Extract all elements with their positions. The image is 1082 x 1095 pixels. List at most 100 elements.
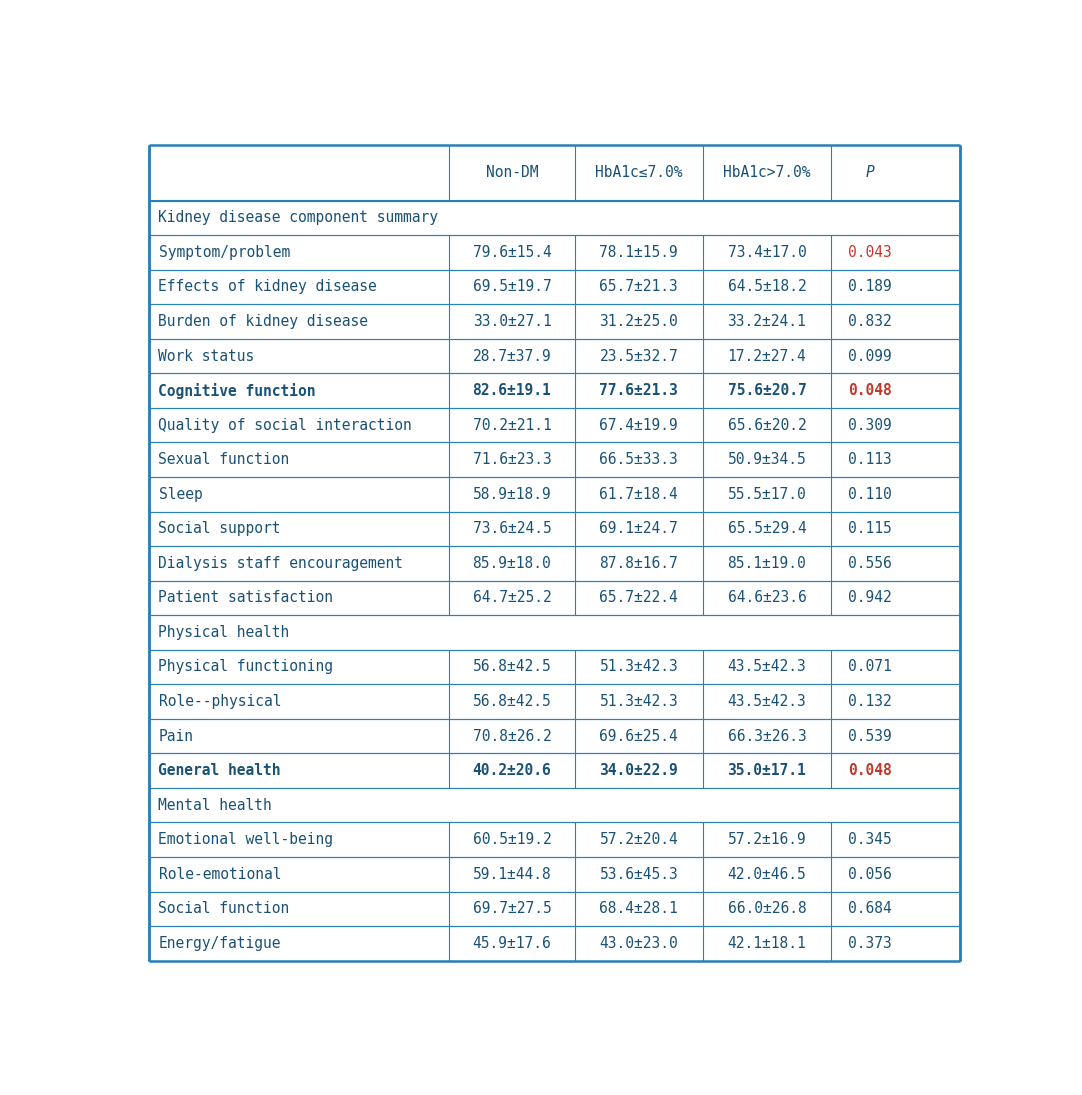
Text: Social function: Social function [158,901,290,917]
Text: 55.5±17.0: 55.5±17.0 [727,487,806,502]
Text: 0.373: 0.373 [848,936,893,950]
Text: 0.942: 0.942 [848,590,893,606]
Text: 51.3±42.3: 51.3±42.3 [599,694,678,710]
Text: 60.5±19.2: 60.5±19.2 [473,832,552,848]
Text: 82.6±19.1: 82.6±19.1 [473,383,552,399]
Text: HbA1c≤7.0%: HbA1c≤7.0% [595,165,683,181]
Text: 65.7±21.3: 65.7±21.3 [599,279,678,295]
Text: Mental health: Mental health [158,797,273,812]
Text: 0.099: 0.099 [848,348,893,364]
Text: 64.6±23.6: 64.6±23.6 [727,590,806,606]
Text: 67.4±19.9: 67.4±19.9 [599,417,678,433]
Text: 56.8±42.5: 56.8±42.5 [473,694,552,710]
Text: 85.1±19.0: 85.1±19.0 [727,556,806,570]
Text: 42.1±18.1: 42.1±18.1 [727,936,806,950]
Text: 0.043: 0.043 [848,245,893,260]
Text: 0.556: 0.556 [848,556,893,570]
Text: 69.1±24.7: 69.1±24.7 [599,521,678,537]
Text: Work status: Work status [158,348,254,364]
Text: 66.0±26.8: 66.0±26.8 [727,901,806,917]
Text: Symptom/problem: Symptom/problem [158,245,290,260]
Text: 50.9±34.5: 50.9±34.5 [727,452,806,468]
Text: 58.9±18.9: 58.9±18.9 [473,487,552,502]
Text: 66.3±26.3: 66.3±26.3 [727,728,806,744]
Text: 59.1±44.8: 59.1±44.8 [473,867,552,881]
Text: 75.6±20.7: 75.6±20.7 [727,383,806,399]
Text: 0.113: 0.113 [848,452,893,468]
Text: 71.6±23.3: 71.6±23.3 [473,452,552,468]
Text: 31.2±25.0: 31.2±25.0 [599,314,678,328]
Text: Cognitive function: Cognitive function [158,382,316,399]
Text: 0.832: 0.832 [848,314,893,328]
Text: 57.2±16.9: 57.2±16.9 [727,832,806,848]
Text: Sexual function: Sexual function [158,452,290,468]
Text: 64.5±18.2: 64.5±18.2 [727,279,806,295]
Text: 73.6±24.5: 73.6±24.5 [473,521,552,537]
Text: Energy/fatigue: Energy/fatigue [158,936,281,950]
Text: Social support: Social support [158,521,281,537]
Text: 0.071: 0.071 [848,659,893,675]
Text: 69.5±19.7: 69.5±19.7 [473,279,552,295]
Text: Emotional well-being: Emotional well-being [158,832,333,848]
Text: 85.9±18.0: 85.9±18.0 [473,556,552,570]
Text: 70.2±21.1: 70.2±21.1 [473,417,552,433]
Text: 33.2±24.1: 33.2±24.1 [727,314,806,328]
Text: 73.4±17.0: 73.4±17.0 [727,245,806,260]
Text: 65.5±29.4: 65.5±29.4 [727,521,806,537]
Text: Kidney disease component summary: Kidney disease component summary [158,210,438,226]
Text: 69.6±25.4: 69.6±25.4 [599,728,678,744]
Text: 0.056: 0.056 [848,867,893,881]
Text: 0.539: 0.539 [848,728,893,744]
Text: 0.345: 0.345 [848,832,893,848]
Text: 79.6±15.4: 79.6±15.4 [473,245,552,260]
Text: 0.132: 0.132 [848,694,893,710]
Text: Effects of kidney disease: Effects of kidney disease [158,279,378,295]
Text: 34.0±22.9: 34.0±22.9 [599,763,678,779]
Text: 43.0±23.0: 43.0±23.0 [599,936,678,950]
Text: 57.2±20.4: 57.2±20.4 [599,832,678,848]
Text: 0.189: 0.189 [848,279,893,295]
Text: 0.048: 0.048 [848,763,893,779]
Text: 35.0±17.1: 35.0±17.1 [727,763,806,779]
Text: 66.5±33.3: 66.5±33.3 [599,452,678,468]
Text: 17.2±27.4: 17.2±27.4 [727,348,806,364]
Text: 77.6±21.3: 77.6±21.3 [599,383,678,399]
Text: 64.7±25.2: 64.7±25.2 [473,590,552,606]
Text: Physical health: Physical health [158,625,290,639]
Text: Non-DM: Non-DM [486,165,538,181]
Text: 43.5±42.3: 43.5±42.3 [727,694,806,710]
Text: 42.0±46.5: 42.0±46.5 [727,867,806,881]
Text: HbA1c>7.0%: HbA1c>7.0% [723,165,810,181]
Text: 65.6±20.2: 65.6±20.2 [727,417,806,433]
Text: Sleep: Sleep [158,487,202,502]
Text: 0.684: 0.684 [848,901,893,917]
Text: 23.5±32.7: 23.5±32.7 [599,348,678,364]
Text: 53.6±45.3: 53.6±45.3 [599,867,678,881]
Text: Quality of social interaction: Quality of social interaction [158,417,412,433]
Text: 65.7±22.4: 65.7±22.4 [599,590,678,606]
Text: 70.8±26.2: 70.8±26.2 [473,728,552,744]
Text: P: P [866,165,874,181]
Text: 69.7±27.5: 69.7±27.5 [473,901,552,917]
Text: 87.8±16.7: 87.8±16.7 [599,556,678,570]
Text: 33.0±27.1: 33.0±27.1 [473,314,552,328]
Text: 0.110: 0.110 [848,487,893,502]
Text: Physical functioning: Physical functioning [158,659,333,675]
Text: 0.115: 0.115 [848,521,893,537]
Text: Pain: Pain [158,728,194,744]
Text: 78.1±15.9: 78.1±15.9 [599,245,678,260]
Text: Role--physical: Role--physical [158,694,281,710]
Text: 51.3±42.3: 51.3±42.3 [599,659,678,675]
Text: 68.4±28.1: 68.4±28.1 [599,901,678,917]
Text: Dialysis staff encouragement: Dialysis staff encouragement [158,556,404,570]
Text: Burden of kidney disease: Burden of kidney disease [158,314,369,328]
Text: 45.9±17.6: 45.9±17.6 [473,936,552,950]
Text: Patient satisfaction: Patient satisfaction [158,590,333,606]
Text: Role-emotional: Role-emotional [158,867,281,881]
Text: 61.7±18.4: 61.7±18.4 [599,487,678,502]
Text: 28.7±37.9: 28.7±37.9 [473,348,552,364]
Text: 56.8±42.5: 56.8±42.5 [473,659,552,675]
Text: General health: General health [158,763,281,779]
Text: 40.2±20.6: 40.2±20.6 [473,763,552,779]
Text: 43.5±42.3: 43.5±42.3 [727,659,806,675]
